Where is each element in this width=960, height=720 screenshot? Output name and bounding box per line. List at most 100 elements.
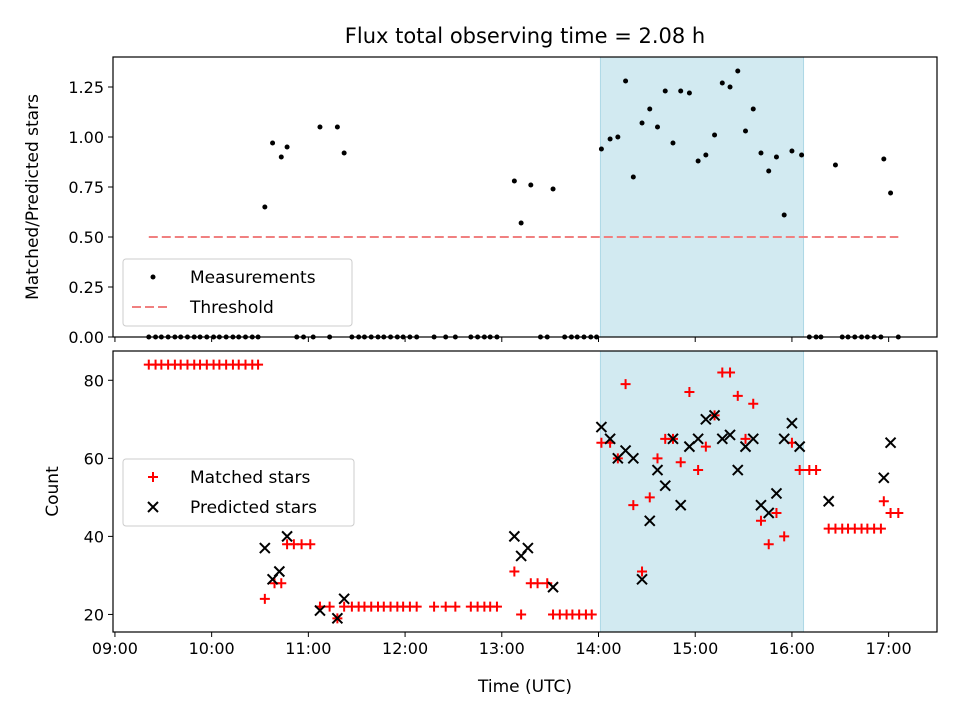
data-point — [675, 457, 686, 468]
data-point — [491, 601, 502, 612]
legend: Matched stars Predicted stars — [122, 458, 355, 527]
x-tick-label: 11:00 — [285, 639, 331, 658]
data-point — [637, 566, 648, 577]
y-tick-label: 1.00 — [68, 128, 104, 147]
data-point — [623, 78, 629, 84]
legend-box — [122, 458, 355, 527]
y-tick-label: 60 — [84, 449, 104, 468]
data-point — [670, 140, 676, 146]
data-point — [747, 433, 759, 445]
data-point — [793, 440, 806, 453]
data-point — [341, 150, 347, 156]
data-point — [732, 464, 744, 476]
y-tick-label: 1.25 — [68, 78, 104, 97]
data-point — [262, 204, 268, 210]
data-point — [893, 507, 904, 518]
data-point — [522, 542, 534, 554]
data-point — [270, 140, 276, 146]
data-point — [314, 604, 326, 617]
data-point — [770, 487, 783, 500]
y-tick-label: 20 — [84, 605, 104, 624]
data-point — [518, 220, 524, 226]
x-tick-label: 17:00 — [866, 639, 912, 658]
data-point — [284, 144, 290, 150]
data-point — [644, 492, 655, 503]
data-point — [644, 515, 656, 527]
data-point — [686, 90, 692, 96]
legend-label: Measurements — [190, 268, 316, 288]
data-point — [662, 88, 668, 94]
legend-swatch — [150, 274, 156, 280]
legend-box — [122, 258, 353, 327]
data-point — [604, 433, 616, 445]
data-point — [781, 212, 787, 218]
legend-label: Threshold — [189, 298, 274, 318]
data-point — [740, 433, 751, 444]
data-point — [822, 495, 835, 507]
data-point — [542, 578, 553, 589]
observing-window-shade — [599, 56, 805, 338]
data-point — [273, 565, 286, 578]
data-point — [411, 601, 422, 612]
data-point — [450, 601, 461, 612]
data-point — [630, 174, 636, 180]
data-point — [598, 146, 604, 152]
data-point — [678, 88, 684, 94]
data-point — [771, 507, 782, 518]
data-point — [763, 539, 774, 550]
top-panel: 0.00 0.25 0.50 0.75 1.00 1.25 Matched/Predicte… — [23, 56, 938, 347]
x-tick-label: 13:00 — [479, 639, 525, 658]
data-point — [259, 593, 270, 604]
data-point — [596, 437, 607, 448]
data-point — [875, 523, 886, 534]
data-point — [878, 496, 889, 507]
y-tick-label: 0.50 — [68, 228, 104, 247]
data-point — [703, 152, 709, 158]
data-point — [725, 367, 736, 378]
observing-window-shade — [599, 350, 805, 633]
x-tick-label: 16:00 — [769, 639, 815, 658]
axes-frame — [112, 56, 938, 338]
data-point — [750, 106, 756, 112]
y-tick-label: 40 — [84, 527, 104, 546]
legend: Measurements Threshold — [122, 258, 353, 327]
data-point — [799, 152, 805, 158]
series-predicted-stars — [259, 409, 897, 625]
legend-swatch — [148, 472, 158, 482]
data-point — [528, 182, 534, 188]
data-point — [532, 578, 543, 589]
data-point — [724, 429, 736, 441]
x-axis-label: Time (UTC) — [477, 677, 572, 697]
data-point — [727, 84, 733, 90]
data-point — [684, 386, 695, 397]
legend-label: Matched stars — [190, 468, 310, 488]
data-point — [779, 531, 790, 542]
data-point — [878, 472, 890, 484]
data-point — [511, 178, 517, 184]
data-point — [647, 106, 653, 112]
data-point — [700, 441, 711, 452]
data-point — [259, 542, 271, 554]
data-point — [615, 134, 621, 140]
data-point — [667, 433, 679, 445]
data-point — [278, 154, 284, 160]
data-point — [317, 124, 323, 130]
data-point — [692, 433, 704, 445]
x-tick-label: 09:00 — [92, 639, 138, 658]
axes-frame — [112, 350, 938, 633]
data-point — [794, 465, 805, 476]
data-point — [773, 154, 779, 160]
series-matched-stars — [143, 359, 904, 624]
data-point — [732, 390, 743, 401]
legend-swatch — [147, 501, 159, 513]
data-point — [305, 539, 316, 550]
data-point — [550, 186, 556, 192]
data-point — [281, 530, 293, 543]
data-point — [700, 413, 712, 426]
data-point — [789, 148, 795, 154]
data-point — [253, 359, 264, 370]
y-tick-label: 0.00 — [68, 328, 104, 347]
data-point — [884, 437, 897, 449]
data-point — [276, 578, 287, 589]
